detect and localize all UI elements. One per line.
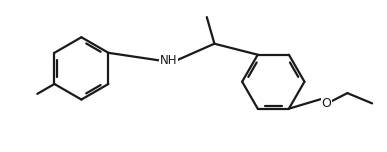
Text: NH: NH	[160, 54, 178, 67]
Text: O: O	[322, 97, 331, 110]
